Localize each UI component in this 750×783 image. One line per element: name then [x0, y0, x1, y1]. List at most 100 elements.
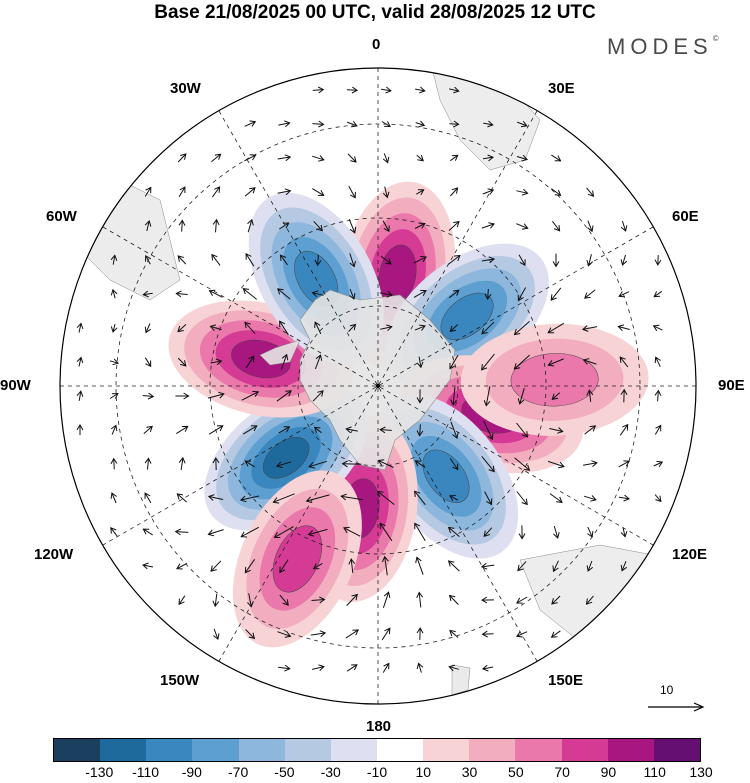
meridian-60e-120w — [102, 226, 654, 546]
wind-arrow — [279, 222, 290, 230]
wind-arrow — [481, 222, 496, 229]
graticule — [60, 68, 696, 704]
wind-arrow — [547, 460, 565, 469]
wind-arrow — [414, 522, 426, 541]
colorbar-tick-label: -30 — [320, 764, 341, 780]
wind-arrow — [516, 223, 529, 230]
wind-arrow — [654, 255, 662, 266]
colorbar-tick-label: -110 — [132, 764, 160, 780]
colorbar-cell — [100, 739, 147, 761]
wind-arrow — [177, 153, 187, 163]
wind-arrow — [480, 562, 495, 570]
wind-arrow — [481, 321, 495, 335]
meridian-60w-120e — [102, 226, 654, 546]
wind-arrow — [582, 358, 597, 365]
latitude-circle-30s — [115, 123, 641, 649]
colorbar-tick-label: -50 — [274, 764, 295, 780]
wind-arrow — [348, 185, 356, 199]
wind-arrow — [618, 494, 630, 502]
wind-arrow — [551, 154, 562, 162]
wind-arrow — [144, 186, 152, 197]
wind-arrow — [210, 560, 222, 572]
wind-arrow — [620, 561, 627, 572]
wind-arrow — [142, 528, 153, 536]
wind-arrow — [311, 664, 325, 672]
wind-arrow — [212, 593, 220, 608]
wind-arrow — [483, 420, 494, 441]
wind-arrow — [212, 457, 220, 471]
wind-arrow — [517, 561, 527, 572]
positive-anomaly-contour — [272, 525, 323, 593]
wind-arrow — [110, 492, 117, 504]
wind-arrow — [448, 664, 459, 672]
wind-arrow — [277, 631, 292, 638]
wind-arrow — [654, 356, 661, 367]
wind-arrow — [240, 526, 260, 538]
wind-arrow — [516, 188, 529, 196]
colorbar — [53, 738, 701, 762]
lon-label-30w: 30W — [170, 80, 201, 97]
brand-name: MODES — [607, 34, 713, 59]
colorbar-cell — [515, 739, 562, 761]
wind-arrow — [481, 596, 495, 604]
wind-arrow — [311, 596, 326, 604]
wind-arrow — [516, 422, 529, 438]
wind-arrow — [481, 630, 494, 638]
wind-arrow — [272, 493, 295, 504]
south-pole-dot — [376, 384, 380, 388]
wind-arrow — [110, 457, 118, 470]
meridian-30w-150e — [218, 110, 538, 662]
wind-arrow — [242, 287, 258, 300]
wind-arrow — [142, 562, 154, 570]
wind-arrow — [448, 594, 459, 605]
wind-arrow — [448, 220, 460, 231]
colorbar-tick-label: 10 — [415, 764, 432, 780]
wind-arrow — [207, 494, 224, 501]
map-title: Base 21/08/2025 00 UTC, valid 28/08/2025… — [154, 2, 596, 23]
wind-arrow — [618, 460, 631, 468]
wind-arrow — [450, 421, 459, 439]
wind-arrow — [312, 155, 325, 162]
wind-arrow — [550, 287, 562, 301]
wind-arrow — [415, 86, 426, 94]
lon-label-0: 0 — [372, 36, 381, 53]
wind-arrow — [551, 595, 561, 605]
wind-arrow — [244, 154, 257, 162]
wind-arrow — [178, 219, 186, 232]
wind-arrow — [340, 493, 363, 501]
wind-arrow — [382, 591, 391, 608]
wind-arrow — [280, 353, 289, 370]
colorbar-tick-label: 110 — [643, 764, 666, 780]
latitude-circle-50s — [209, 217, 547, 555]
wind-arrow — [348, 219, 357, 234]
wind-arrow — [144, 457, 152, 470]
colorbar-cell — [376, 739, 424, 761]
colorbar-cell — [284, 739, 331, 761]
wind-arrow — [483, 527, 493, 538]
wind-arrow — [312, 390, 324, 402]
wind-arrow — [109, 358, 120, 366]
wind-arrow — [376, 490, 395, 505]
colorbar-tick-label: 70 — [554, 764, 570, 780]
wind-arrow — [448, 289, 460, 299]
wind-arrow — [178, 186, 186, 198]
lon-label-150e: 150E — [548, 672, 584, 689]
wind-arrow — [449, 355, 459, 370]
wind-arrow — [142, 392, 155, 400]
polar-stereographic-map — [59, 67, 697, 705]
wind-arrow — [245, 629, 256, 640]
wind-arrow — [481, 456, 495, 473]
wind-arrow — [380, 324, 393, 332]
wind-arrow — [278, 426, 291, 434]
wind-arrow — [586, 389, 594, 402]
wind-arrow — [584, 289, 596, 299]
wind-arrow — [247, 218, 254, 233]
wind-arrow — [654, 389, 662, 402]
wind-arrow — [413, 289, 427, 298]
wind-arrow — [278, 120, 291, 128]
wind-arrow — [76, 356, 84, 367]
wind-arrow — [516, 631, 528, 638]
modes-logo: MODES© — [607, 34, 719, 60]
wind-arrow — [552, 220, 561, 232]
wind-arrow — [484, 288, 492, 300]
